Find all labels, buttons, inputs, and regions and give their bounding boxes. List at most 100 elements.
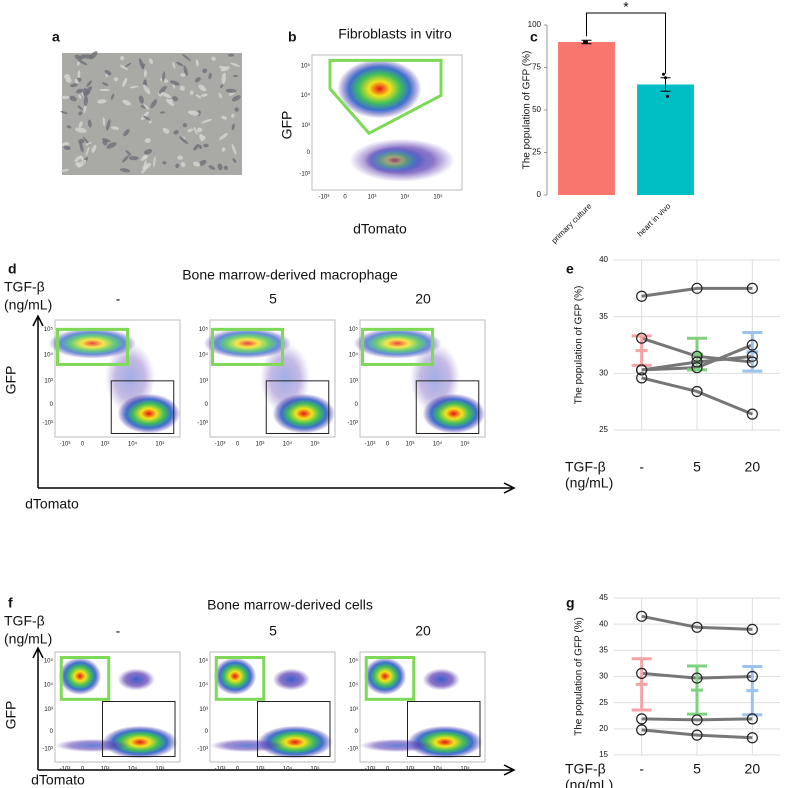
cell [78, 121, 83, 128]
point [691, 672, 703, 684]
point [691, 714, 703, 726]
density [364, 146, 425, 174]
cell [70, 83, 78, 88]
density [102, 725, 178, 759]
flow-tick-label: 10³ [199, 707, 208, 713]
cell [203, 143, 209, 148]
cell [198, 159, 207, 166]
gate [364, 656, 416, 701]
plot-title: Fibroblasts in vitro [338, 26, 452, 42]
flow-tick-label: -10³ [299, 171, 310, 177]
cell [194, 77, 201, 83]
cell [208, 72, 212, 80]
density [422, 668, 460, 691]
plot-title: Bone marrow-derived macrophage [182, 267, 398, 283]
y-axis-label: The population of GFP (%) [522, 51, 533, 170]
flow-tick-label: 10⁵ [433, 194, 443, 201]
y-tick-label: 30 [599, 672, 608, 681]
flow-tick-label: 10³ [44, 707, 53, 713]
cell [175, 163, 180, 169]
cell [138, 95, 144, 104]
flow-tick-label: 0 [236, 767, 240, 773]
x-tick-label: 20 [745, 459, 761, 475]
y-tick-label: 20 [599, 724, 608, 733]
gate [257, 701, 331, 757]
flow-tick-label: 10⁵ [460, 766, 470, 773]
flow-tick-label: -10³ [42, 421, 53, 427]
flow-tick-label: 10⁴ [199, 682, 209, 689]
axis-label: GFP [279, 111, 295, 140]
micrograph [62, 53, 242, 175]
cell [172, 61, 176, 69]
cell [183, 65, 188, 77]
error-bar [631, 657, 652, 712]
cell [148, 58, 154, 65]
cell [140, 105, 147, 109]
point [746, 282, 758, 294]
point [636, 332, 648, 344]
flow-tick-label: 0 [355, 729, 359, 735]
cell [198, 84, 207, 92]
y-tick-label: 40 [599, 255, 608, 264]
axis-label: dTomato [31, 772, 85, 788]
y-axis-label: The population of GFP (%) [574, 617, 585, 736]
cell [79, 141, 84, 153]
flow-tick-label: 10³ [101, 442, 110, 448]
cell [77, 59, 88, 66]
cell [78, 111, 83, 116]
cell [180, 73, 186, 77]
cell [113, 77, 119, 82]
flow-tick-label: 10⁵ [310, 441, 320, 448]
cell [158, 85, 167, 94]
point [636, 667, 648, 679]
density [257, 725, 333, 759]
x-axis-label: (ng/mL) [565, 475, 613, 491]
cell [80, 54, 85, 60]
panel-label: d [8, 261, 17, 277]
cell [119, 168, 131, 173]
gate [211, 327, 284, 366]
cell [221, 72, 227, 84]
cell [196, 127, 203, 133]
cell [125, 150, 132, 156]
flow-tick-label: -10³ [365, 767, 376, 773]
flow-tick-label: -10³ [319, 195, 330, 201]
cell [66, 125, 72, 129]
y-tick-label: 25 [599, 698, 608, 707]
cell [74, 54, 83, 61]
point [636, 364, 648, 376]
cell [79, 155, 84, 161]
axis-label: GFP [3, 701, 19, 730]
cell [202, 68, 208, 74]
cell [128, 156, 139, 161]
cell [217, 163, 223, 171]
flow-tick-label: 10⁴ [433, 766, 443, 773]
gate [415, 380, 480, 434]
flow-tick-label: 10⁵ [199, 657, 209, 664]
flow-tick-label: 10³ [406, 767, 415, 773]
flow-tick-label: 10⁵ [349, 657, 359, 664]
cell [161, 92, 171, 99]
density [213, 657, 257, 695]
cell [193, 126, 198, 135]
cell [182, 54, 192, 61]
cell [225, 88, 237, 93]
density [55, 738, 130, 753]
cell [76, 88, 84, 94]
y-tick-label: 30 [599, 368, 608, 377]
error-bar [687, 336, 707, 372]
flow-tick-label: 10³ [301, 123, 310, 129]
cell [99, 88, 110, 92]
cell [169, 80, 180, 86]
cell [104, 69, 112, 76]
flow-tick-label: -10³ [347, 421, 358, 427]
y-tick-label: 25 [599, 425, 608, 434]
y-tick-label: 15 [599, 750, 608, 759]
density [410, 343, 460, 414]
gate [328, 58, 443, 136]
flow-tick-label: 0 [386, 767, 390, 773]
cell [162, 127, 170, 134]
cell [142, 115, 152, 121]
cell [106, 142, 117, 149]
